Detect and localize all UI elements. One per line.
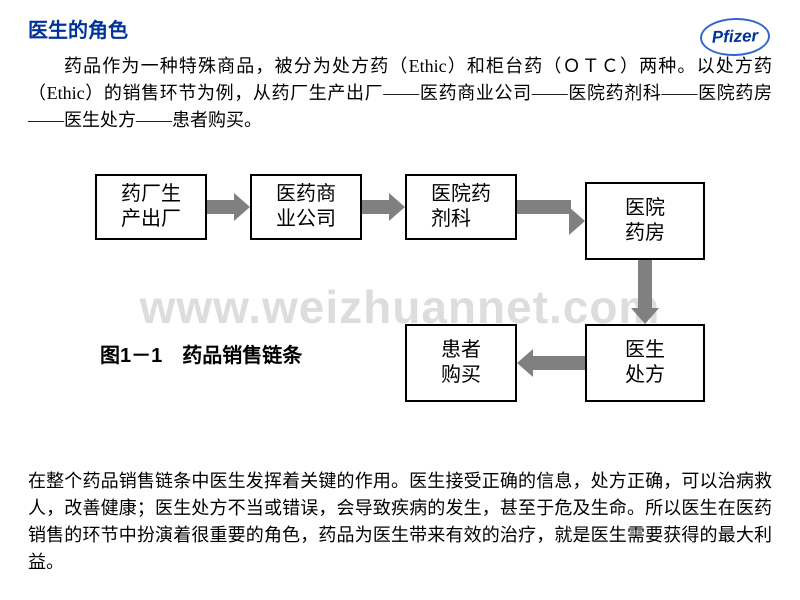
- flow-arrow: [503, 349, 599, 377]
- figure-caption: 图1－1 药品销售链条: [100, 339, 302, 368]
- sales-chain-flowchart: 图1－1 药品销售链条 药厂生产出厂医药商业公司医院药剂科医院药房医生处方患者购…: [40, 174, 760, 434]
- flow-node-n6: 患者购买: [405, 324, 517, 402]
- flow-node-n2: 医药商业公司: [250, 174, 362, 240]
- intro-paragraph: 药品作为一种特殊商品，被分为处方药（Ethic）和柜台药（ＯＴＣ）两种。以处方药…: [0, 53, 800, 134]
- page-title: 医生的角色: [28, 14, 772, 43]
- flow-arrow: [631, 246, 659, 338]
- flow-arrow: [503, 193, 599, 235]
- flow-arrow: [193, 193, 264, 221]
- flow-node-n3: 医院药剂科: [405, 174, 517, 240]
- flow-arrow: [348, 193, 419, 221]
- conclusion-paragraph: 在整个药品销售链条中医生发挥着关键的作用。医生接受正确的信息，处方正确，可以治病…: [28, 468, 772, 576]
- flow-node-n1: 药厂生产出厂: [95, 174, 207, 240]
